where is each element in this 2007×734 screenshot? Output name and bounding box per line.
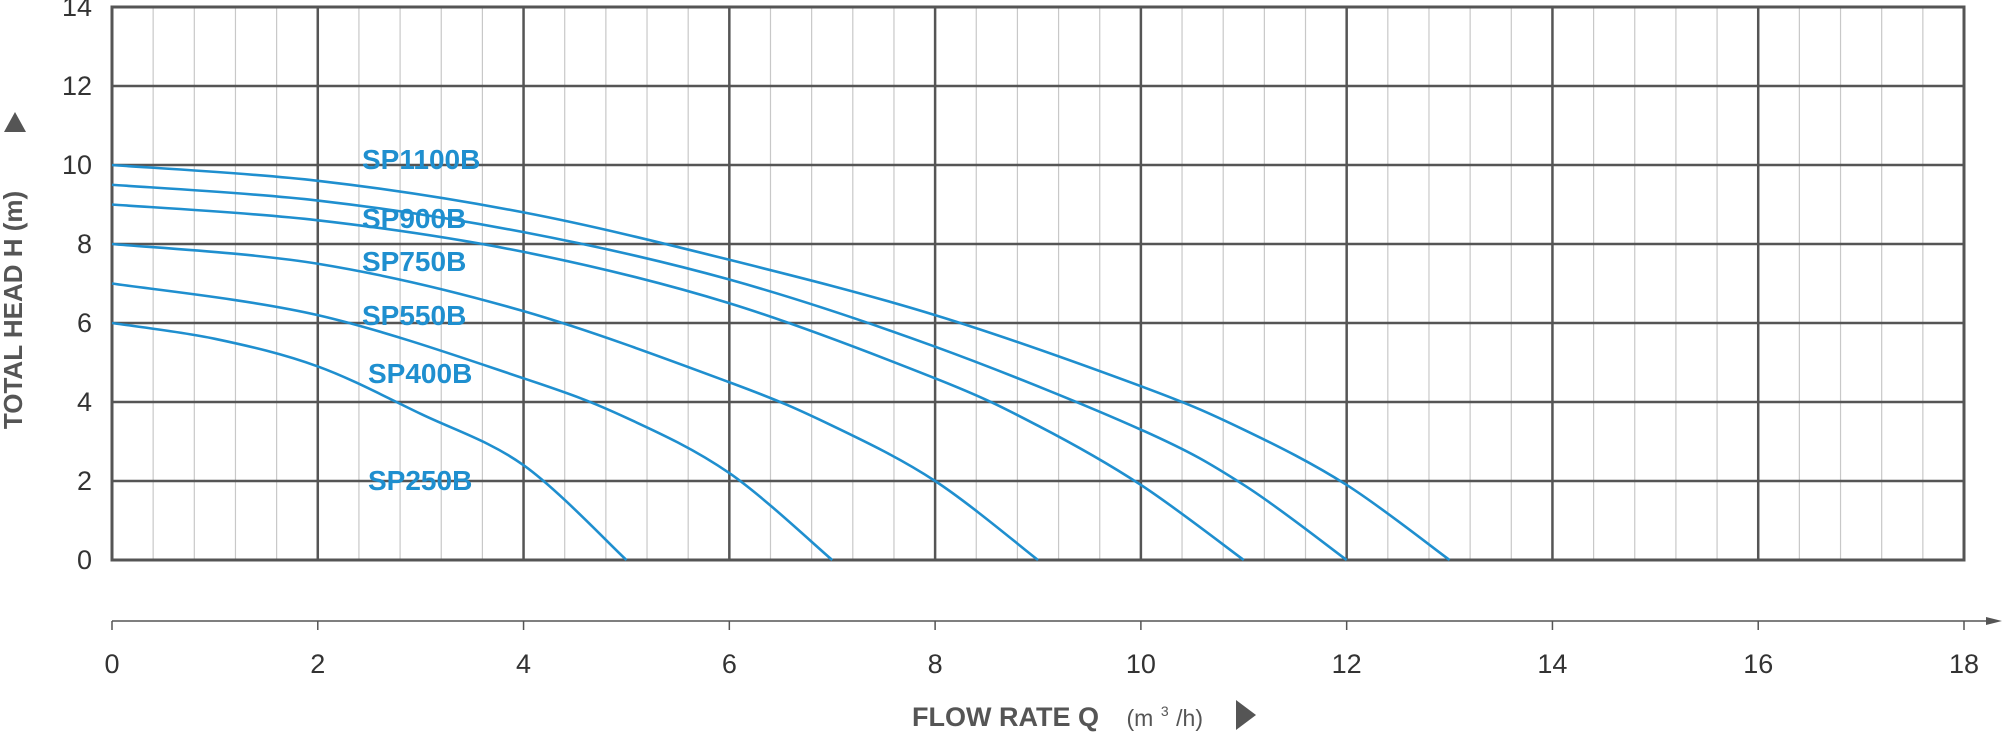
x-axis-unit-prefix: (m (1127, 705, 1154, 731)
x-axis-title: FLOW RATE Q (912, 702, 1099, 732)
x-tick-label: 2 (310, 649, 325, 679)
x-tick-labels: 0 2 4 6 8 10 12 14 16 18 (104, 649, 1979, 679)
series-line-sp750b (111, 203, 1245, 562)
x-axis-pointer-icon (1236, 700, 1256, 730)
series-line-sp400b (111, 282, 834, 561)
y-tick-label: 0 (77, 545, 92, 575)
series-label-sp900b: SP900B (362, 203, 466, 234)
series-label-sp1100b: SP1100B (362, 144, 480, 175)
x-tick-marks (111, 621, 1965, 630)
y-tick-label: 14 (62, 0, 92, 22)
series-labels: SP1100B SP900B SP750B SP550B SP400B SP250B (362, 144, 480, 496)
major-grid (112, 7, 1964, 560)
minor-grid (152, 7, 1924, 560)
series-label-sp750b: SP750B (362, 246, 466, 277)
series-label-sp550b: SP550B (362, 300, 466, 331)
x-tick-label: 10 (1126, 649, 1156, 679)
y-axis-label: TOTAL HEAD H (m) (0, 191, 28, 429)
series-group (111, 163, 1451, 562)
series-label-sp250b: SP250B (368, 465, 472, 496)
series-line-sp550b (111, 242, 1039, 562)
x-axis-unit-suffix: /h) (1176, 705, 1203, 731)
x-tick-label: 0 (104, 649, 119, 679)
series-line-sp900b (111, 183, 1348, 562)
x-axis-label: FLOW RATE Q (m 3 /h) (912, 692, 1203, 732)
y-tick-label: 2 (77, 466, 92, 496)
x-tick-label: 6 (722, 649, 737, 679)
x-axis: 0 2 4 6 8 10 12 14 16 18 (104, 617, 2002, 679)
x-tick-label: 18 (1949, 649, 1979, 679)
x-tick-label: 4 (516, 649, 531, 679)
y-tick-label: 8 (77, 229, 92, 259)
y-tick-label: 4 (77, 387, 92, 417)
y-tick-labels: 0 2 4 6 8 10 12 14 (62, 0, 92, 575)
x-axis-unit-sup: 3 (1161, 703, 1169, 719)
x-tick-label: 12 (1332, 649, 1362, 679)
y-tick-label: 6 (77, 308, 92, 338)
y-tick-label: 12 (62, 71, 92, 101)
x-tick-label: 16 (1743, 649, 1773, 679)
y-axis-arrow-icon (4, 112, 26, 132)
series-line-sp1100b (111, 163, 1451, 562)
x-axis-arrowhead-icon (1986, 617, 2002, 625)
series-line-sp250b (111, 321, 628, 561)
y-tick-label: 10 (62, 150, 92, 180)
x-tick-label: 8 (928, 649, 943, 679)
x-tick-label: 14 (1537, 649, 1567, 679)
series-label-sp400b: SP400B (368, 358, 472, 389)
